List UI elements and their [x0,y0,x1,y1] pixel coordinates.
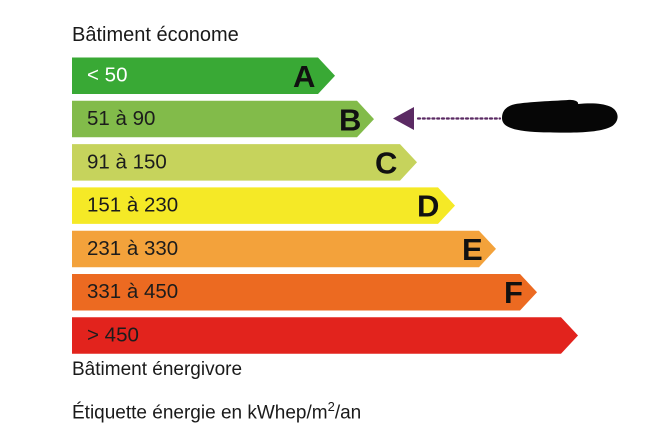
svg-text:> 450: > 450 [87,324,139,347]
svg-text:C: C [375,146,397,181]
svg-text:151 à 230: 151 à 230 [87,194,178,217]
svg-text:91 à 150: 91 à 150 [87,151,167,174]
svg-text:F: F [504,275,523,310]
svg-text:E: E [462,232,483,267]
svg-text:331 à 450: 331 à 450 [87,280,178,303]
svg-text:< 50: < 50 [87,64,127,87]
svg-text:D: D [417,189,439,224]
svg-text:B: B [339,103,361,138]
svg-text:A: A [293,59,315,94]
svg-text:231 à 330: 231 à 330 [87,237,178,260]
svg-text:51 à 90: 51 à 90 [87,107,155,130]
